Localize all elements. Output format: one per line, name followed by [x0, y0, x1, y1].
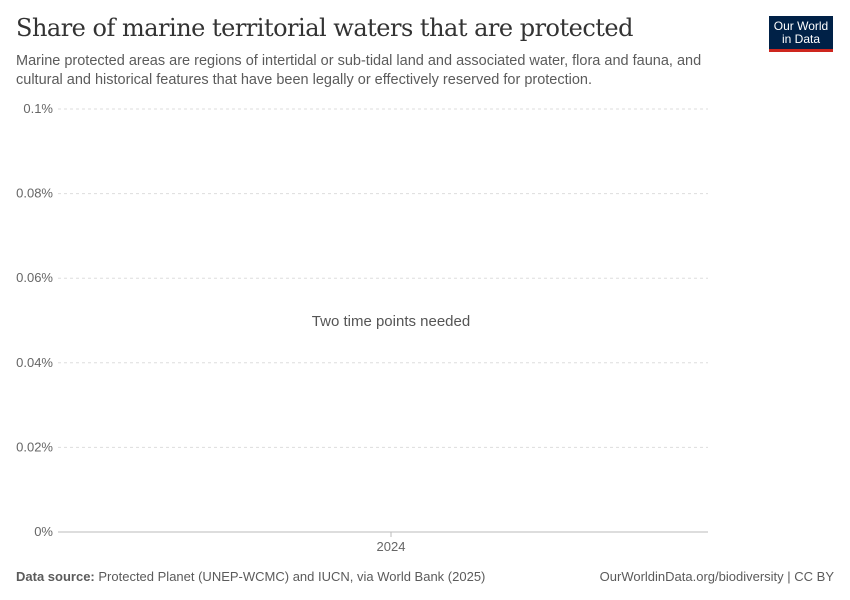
no-data-message: Two time points needed: [312, 313, 470, 330]
y-tick-label: 0.04%: [16, 355, 53, 370]
y-tick-label: 0.02%: [16, 439, 53, 454]
owid-logo[interactable]: Our World in Data: [769, 16, 833, 52]
y-tick-label: 0%: [34, 524, 53, 539]
x-tick-label: 2024: [377, 539, 406, 554]
y-tick-label: 0.08%: [16, 186, 53, 201]
y-tick-label: 0.06%: [16, 270, 53, 285]
chart-subtitle: Marine protected areas are regions of in…: [16, 53, 702, 88]
data-source: Data source: Protected Planet (UNEP-WCMC…: [16, 569, 486, 584]
chart-title: Share of marine territorial waters that …: [16, 14, 634, 42]
y-tick-label: 0.1%: [23, 101, 53, 116]
credit-link[interactable]: OurWorldinData.org/biodiversity | CC BY: [599, 569, 834, 584]
